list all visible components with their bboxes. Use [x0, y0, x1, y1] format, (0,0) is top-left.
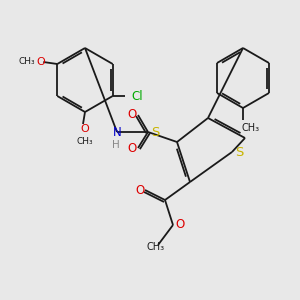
Text: N: N [112, 125, 122, 139]
Text: O: O [128, 109, 136, 122]
Text: O: O [36, 57, 45, 67]
Text: CH₃: CH₃ [77, 137, 93, 146]
Text: S: S [151, 125, 159, 139]
Text: CH₃: CH₃ [19, 58, 36, 67]
Text: O: O [135, 184, 145, 196]
Text: CH₃: CH₃ [147, 242, 165, 252]
Text: CH₃: CH₃ [242, 123, 260, 133]
Text: O: O [128, 142, 136, 154]
Text: H: H [112, 140, 120, 150]
Text: Cl: Cl [131, 89, 142, 103]
Text: O: O [176, 218, 184, 232]
Text: O: O [81, 124, 89, 134]
Text: S: S [235, 146, 243, 158]
